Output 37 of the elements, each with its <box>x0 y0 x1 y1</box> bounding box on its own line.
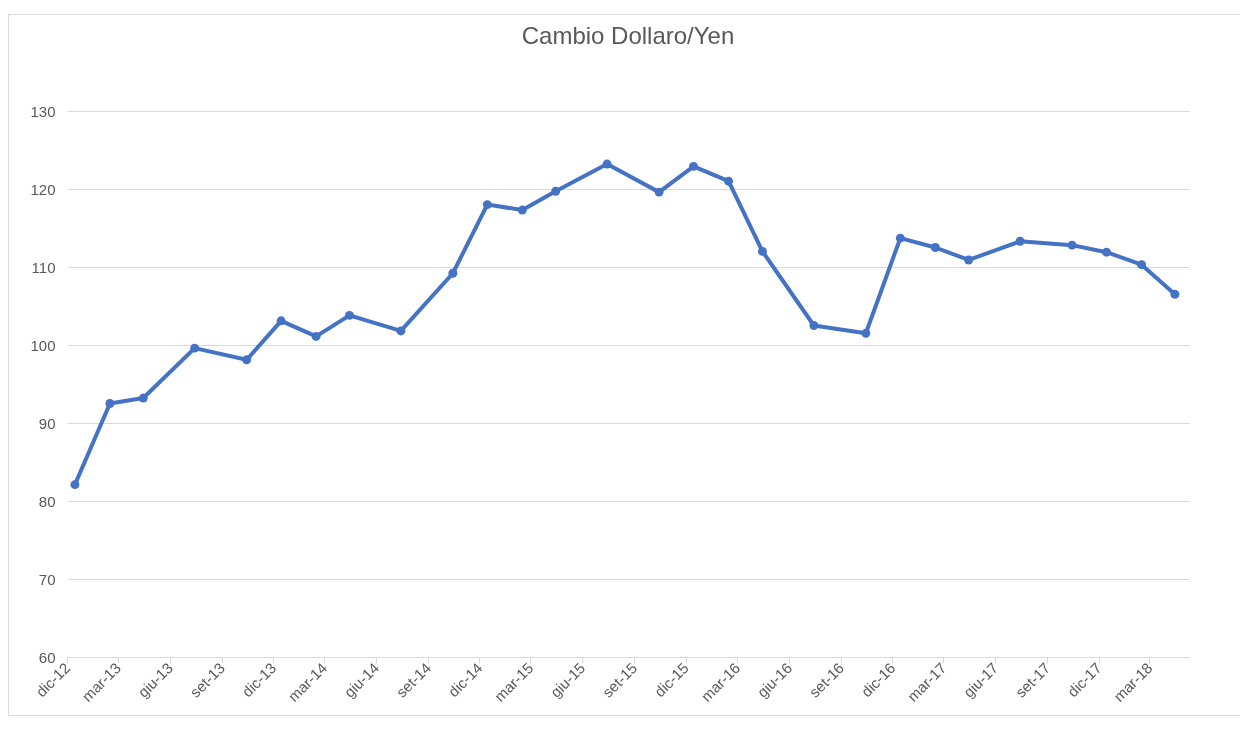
point <box>105 399 115 408</box>
y-tick-label: 110 <box>31 258 56 276</box>
point <box>1102 247 1111 257</box>
y-tick-label: 130 <box>30 102 56 120</box>
point <box>138 393 148 403</box>
point <box>1170 289 1180 299</box>
point <box>964 255 974 265</box>
point <box>654 187 664 197</box>
point <box>276 316 286 326</box>
point <box>345 310 354 320</box>
point <box>551 186 561 196</box>
point <box>190 343 200 353</box>
point <box>482 200 492 210</box>
point <box>1015 236 1025 246</box>
point <box>689 161 699 171</box>
y-tick-label: 90 <box>38 414 56 432</box>
chart-title: Cambio Dollaro/Yen <box>521 22 735 49</box>
point <box>930 243 940 252</box>
point <box>724 176 734 186</box>
y-tick-label: 120 <box>30 180 56 198</box>
point <box>809 321 819 330</box>
y-tick-label: 70 <box>38 570 56 588</box>
point <box>861 328 871 338</box>
point <box>1067 240 1077 250</box>
point <box>311 331 321 341</box>
point <box>602 159 612 169</box>
y-tick-label: 60 <box>38 648 56 666</box>
point <box>757 246 767 256</box>
point <box>70 480 80 490</box>
point <box>1137 260 1147 270</box>
point <box>517 205 527 215</box>
y-tick-label: 100 <box>30 336 56 354</box>
point <box>895 233 905 243</box>
point <box>396 326 406 336</box>
y-tick-label: 80 <box>38 492 56 510</box>
point <box>448 268 458 278</box>
point <box>242 355 252 365</box>
